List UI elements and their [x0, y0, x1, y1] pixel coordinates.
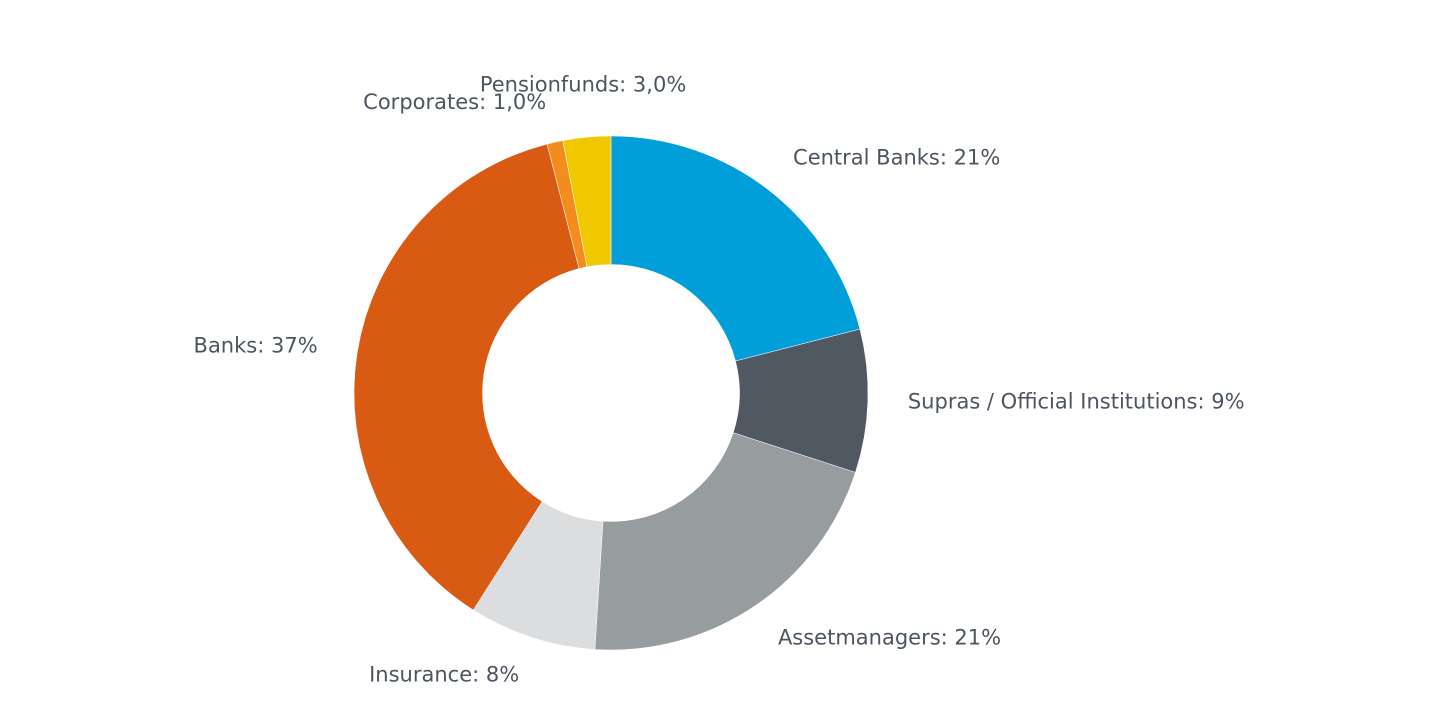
slice: [594, 432, 856, 651]
slice-label: Banks: 37%: [194, 334, 318, 358]
slice-label: Pensionfunds: 3,0%: [480, 72, 686, 96]
slice-label: Supras / Official Institutions: 9%: [908, 389, 1245, 413]
slice-label: Central Banks: 21%: [793, 145, 1000, 169]
slice-label: Assetmanagers: 21%: [778, 626, 1001, 650]
slice: [610, 135, 861, 362]
slice: [353, 143, 580, 611]
slice-label: Corporates: 1,0%: [363, 90, 546, 114]
slice: [562, 135, 612, 268]
slice-label: Insurance: 8%: [369, 662, 519, 686]
